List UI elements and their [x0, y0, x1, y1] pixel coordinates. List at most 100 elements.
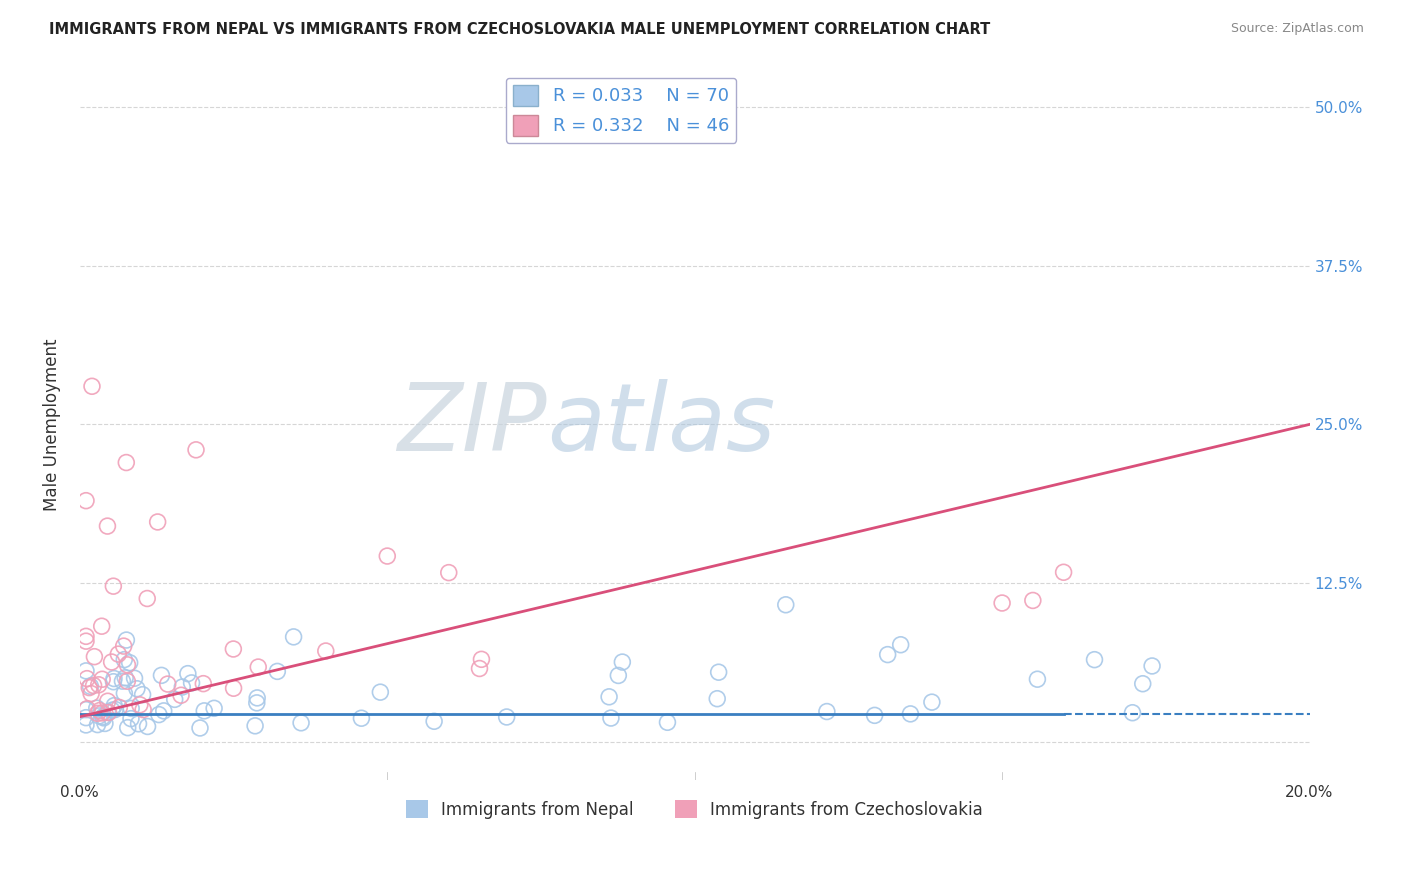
Point [107, 647, 129, 661]
Point [89, 709, 111, 723]
Point [375, 549, 398, 563]
Point [900, 706, 922, 721]
Point [1026, 672, 1049, 686]
Point [86, 717, 108, 731]
Point [114, 671, 136, 685]
Point [283, 630, 305, 644]
Point [75, 703, 97, 717]
Text: atlas: atlas [547, 379, 775, 470]
Point [266, 665, 288, 679]
Point [120, 701, 142, 715]
Point [495, 710, 517, 724]
Point [136, 591, 159, 606]
Text: IMMIGRANTS FROM NEPAL VS IMMIGRANTS FROM CZECHOSLOVAKIA MALE UNEMPLOYMENT CORREL: IMMIGRANTS FROM NEPAL VS IMMIGRANTS FROM… [49, 22, 990, 37]
Point [112, 653, 135, 667]
Point [91, 710, 114, 724]
Point [1132, 677, 1154, 691]
Point [97, 694, 120, 708]
Point [128, 716, 150, 731]
Point [1121, 706, 1143, 720]
Point [1052, 566, 1074, 580]
Point [97, 705, 120, 719]
Point [132, 703, 155, 717]
Point [108, 700, 131, 714]
Point [117, 657, 139, 672]
Point [423, 714, 446, 729]
Point [96, 519, 118, 533]
Point [315, 644, 337, 658]
Point [76, 672, 98, 686]
Point [76, 702, 98, 716]
Point [77, 681, 100, 695]
Point [707, 665, 730, 680]
Point [86, 701, 108, 715]
Point [80, 687, 103, 701]
Point [91, 672, 114, 686]
Legend: Immigrants from Nepal, Immigrants from Czechoslovakia: Immigrants from Nepal, Immigrants from C… [399, 793, 990, 825]
Point [103, 579, 125, 593]
Point [103, 698, 125, 713]
Point [246, 690, 269, 705]
Point [104, 702, 127, 716]
Point [136, 719, 159, 733]
Point [180, 676, 202, 690]
Point [90, 619, 112, 633]
Point [706, 691, 728, 706]
Point [612, 655, 634, 669]
Point [177, 666, 200, 681]
Point [83, 649, 105, 664]
Point [128, 698, 150, 712]
Point [243, 719, 266, 733]
Point [863, 708, 886, 723]
Point [83, 678, 105, 692]
Point [202, 701, 225, 715]
Point [115, 633, 138, 648]
Y-axis label: Male Unemployment: Male Unemployment [44, 338, 60, 510]
Point [1022, 593, 1045, 607]
Point [131, 688, 153, 702]
Point [172, 680, 194, 694]
Point [112, 686, 135, 700]
Point [184, 442, 207, 457]
Point [115, 456, 138, 470]
Point [152, 704, 174, 718]
Point [150, 668, 173, 682]
Point [170, 688, 193, 702]
Point [79, 679, 101, 693]
Point [100, 655, 122, 669]
Point [991, 596, 1014, 610]
Point [80, 379, 103, 393]
Point [470, 652, 492, 666]
Point [94, 716, 117, 731]
Point [193, 676, 215, 690]
Point [125, 681, 148, 696]
Point [91, 706, 114, 720]
Point [148, 707, 170, 722]
Point [600, 711, 623, 725]
Point [75, 664, 97, 678]
Point [607, 668, 630, 682]
Point [437, 566, 460, 580]
Point [815, 705, 838, 719]
Point [188, 721, 211, 735]
Point [117, 674, 139, 689]
Point [101, 703, 124, 717]
Point [657, 715, 679, 730]
Point [290, 715, 312, 730]
Point [120, 712, 142, 726]
Point [222, 642, 245, 657]
Point [117, 721, 139, 735]
Point [468, 661, 491, 675]
Point [876, 648, 898, 662]
Point [124, 671, 146, 685]
Point [222, 681, 245, 696]
Point [370, 685, 392, 699]
Point [112, 639, 135, 653]
Text: Source: ZipAtlas.com: Source: ZipAtlas.com [1230, 22, 1364, 36]
Point [97, 706, 120, 720]
Point [921, 695, 943, 709]
Point [1083, 653, 1105, 667]
Point [163, 692, 186, 706]
Point [146, 515, 169, 529]
Point [156, 677, 179, 691]
